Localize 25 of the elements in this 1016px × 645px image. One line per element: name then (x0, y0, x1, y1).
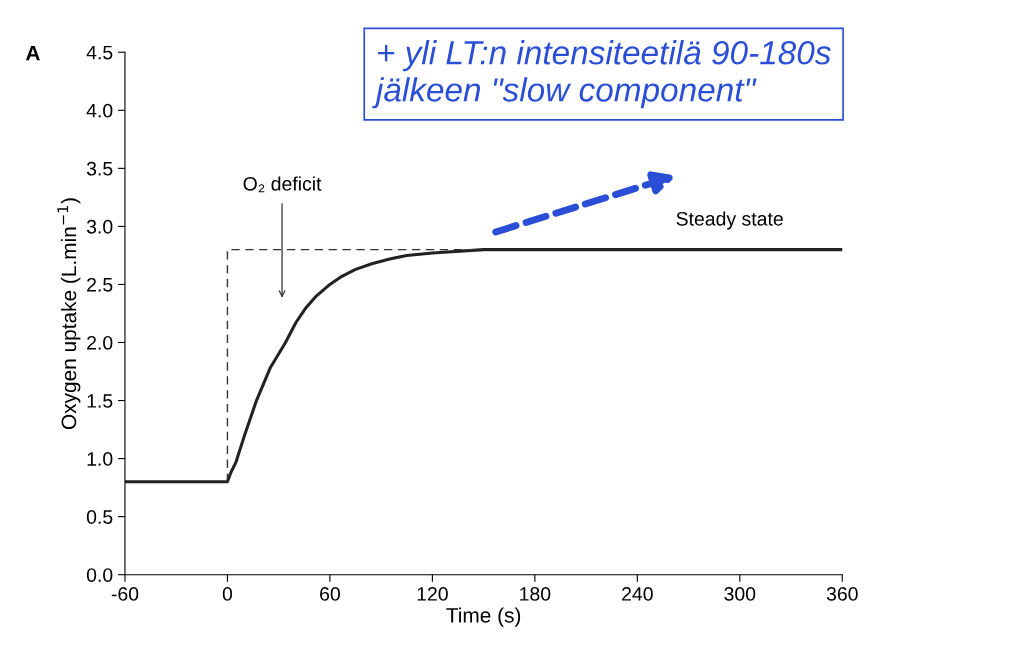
y-tick-label: 3.5 (86, 161, 113, 176)
x-tick-label: 180 (520, 587, 551, 601)
y-tick-label: 1.5 (87, 394, 113, 408)
x-tick-label: 300 (724, 587, 756, 601)
x-tick-label: 120 (417, 587, 448, 601)
y-tick-label: 1.0 (87, 452, 113, 466)
y-tick-label: 0.0 (86, 568, 113, 582)
y-tick-label: 4.0 (86, 103, 113, 118)
annotation: + yli LT:n intensiteetilä 90-180s jälkeen "slow component" (372, 40, 831, 109)
annotation: O₂ deficit (243, 176, 322, 193)
text: A (25, 45, 40, 61)
y-tick-label: 3.0 (86, 219, 113, 234)
x-tick-label: 60 (320, 587, 340, 601)
x-tick-label: 360 (826, 587, 858, 601)
y-tick-label: 0.5 (86, 510, 113, 524)
x-tick-label: 240 (622, 587, 653, 601)
y-tick-label: 2.5 (87, 277, 113, 292)
annotation: Steady state (676, 211, 783, 230)
x-tick-label: -60 (111, 587, 139, 601)
y-tick-label: 2.0 (87, 335, 113, 350)
line-series (124, 248, 843, 484)
y-axis-title: Oxygen uptake (L.min$^{−1}$) (57, 198, 81, 430)
x-axis-title: Time (s) (446, 607, 521, 627)
x-tick-label: 0 (222, 587, 233, 601)
y-tick-label: 4.5 (86, 45, 113, 60)
